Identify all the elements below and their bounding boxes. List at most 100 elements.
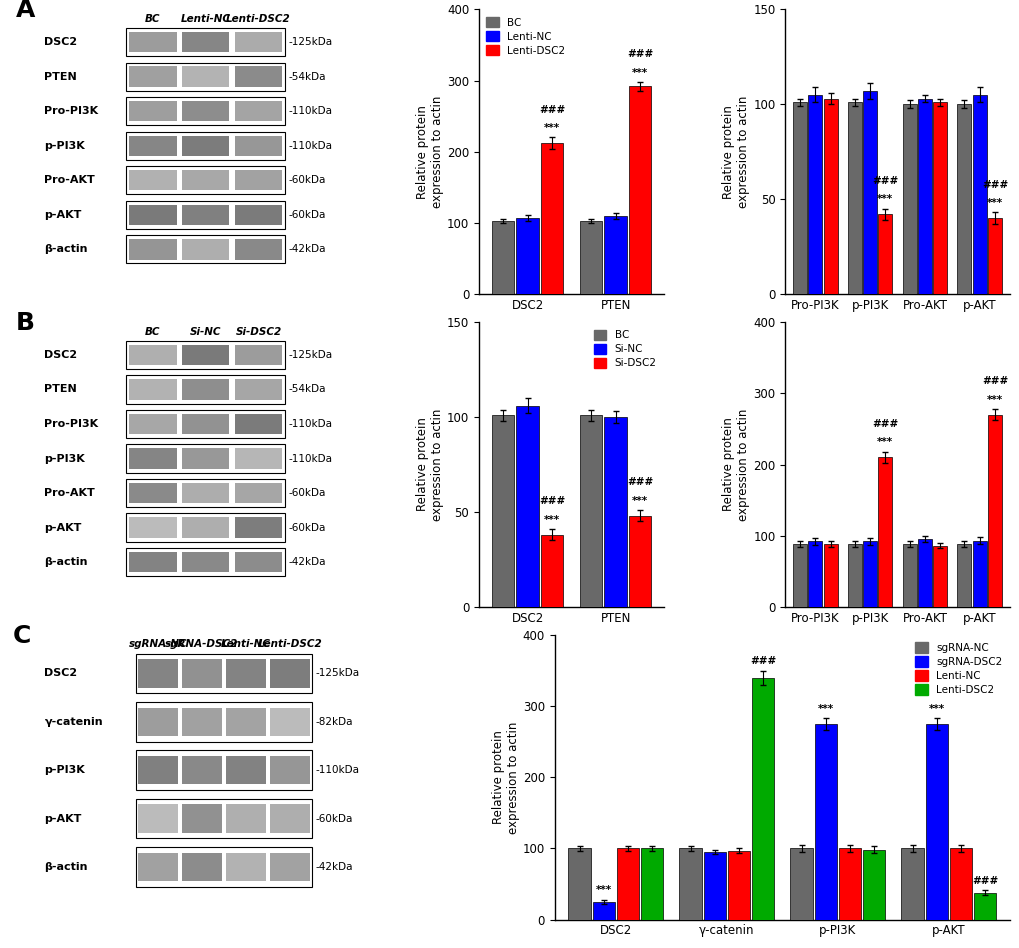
- Text: ***: ***: [876, 194, 893, 205]
- Bar: [949, 848, 971, 920]
- Bar: [516, 406, 538, 607]
- Bar: [181, 518, 229, 538]
- Bar: [973, 893, 996, 920]
- Text: -42kDa: -42kDa: [315, 862, 353, 872]
- Bar: [603, 216, 627, 294]
- Bar: [182, 659, 221, 687]
- Bar: [234, 239, 282, 260]
- Bar: [862, 91, 876, 294]
- Bar: [181, 170, 229, 191]
- Bar: [917, 99, 931, 294]
- Text: β-actin: β-actin: [44, 557, 88, 567]
- Bar: [579, 221, 602, 294]
- Bar: [136, 654, 312, 693]
- Text: ***: ***: [817, 704, 833, 714]
- Text: ###: ###: [971, 876, 997, 886]
- Bar: [126, 514, 284, 542]
- Bar: [957, 544, 970, 607]
- Bar: [901, 848, 923, 920]
- Bar: [814, 724, 836, 920]
- Bar: [917, 539, 931, 607]
- Text: sgRNA-DSC2: sgRNA-DSC2: [165, 639, 238, 649]
- Bar: [603, 417, 627, 607]
- Bar: [129, 239, 176, 260]
- Bar: [822, 544, 837, 607]
- Bar: [181, 552, 229, 573]
- Bar: [138, 659, 177, 687]
- Bar: [129, 170, 176, 191]
- Text: -42kDa: -42kDa: [288, 557, 325, 567]
- Bar: [136, 750, 312, 790]
- Text: γ-catenin: γ-catenin: [44, 717, 103, 727]
- Bar: [579, 415, 602, 607]
- Bar: [234, 552, 282, 573]
- Bar: [181, 448, 229, 468]
- Text: B: B: [15, 311, 35, 335]
- Bar: [540, 143, 562, 294]
- Bar: [129, 518, 176, 538]
- Text: BC: BC: [145, 326, 160, 337]
- Bar: [129, 136, 176, 155]
- Bar: [182, 756, 221, 784]
- Bar: [129, 345, 176, 365]
- Text: ***: ***: [632, 67, 647, 78]
- Text: PTEN: PTEN: [44, 385, 76, 394]
- Bar: [129, 66, 176, 87]
- Text: Pro-AKT: Pro-AKT: [44, 488, 95, 498]
- Bar: [226, 852, 266, 881]
- Bar: [793, 544, 806, 607]
- Text: -60kDa: -60kDa: [288, 175, 325, 185]
- Text: Si-NC: Si-NC: [190, 326, 221, 337]
- Bar: [679, 848, 701, 920]
- Text: -110kDa: -110kDa: [315, 765, 360, 775]
- Bar: [234, 414, 282, 434]
- Bar: [540, 535, 562, 607]
- Text: ###: ###: [981, 376, 1007, 387]
- Text: -60kDa: -60kDa: [288, 488, 325, 498]
- Text: -125kDa: -125kDa: [288, 37, 332, 47]
- Legend: BC, Si-NC, Si-DSC2: BC, Si-NC, Si-DSC2: [591, 327, 658, 371]
- Text: ***: ***: [595, 885, 611, 895]
- Bar: [234, 66, 282, 87]
- Bar: [628, 86, 651, 294]
- Bar: [847, 102, 861, 294]
- Bar: [790, 848, 812, 920]
- Bar: [877, 214, 892, 294]
- Text: Pro-PI3K: Pro-PI3K: [44, 106, 98, 117]
- Y-axis label: Relative protein
expression to actin: Relative protein expression to actin: [721, 96, 750, 208]
- Bar: [182, 804, 221, 832]
- Bar: [270, 852, 310, 881]
- Bar: [129, 448, 176, 468]
- Text: ###: ###: [871, 175, 898, 186]
- Bar: [902, 544, 916, 607]
- Y-axis label: Relative protein
expression to actin: Relative protein expression to actin: [416, 409, 444, 520]
- Text: p-AKT: p-AKT: [44, 522, 82, 533]
- Bar: [793, 102, 806, 294]
- Bar: [234, 101, 282, 121]
- Bar: [932, 545, 947, 607]
- Bar: [568, 848, 590, 920]
- Text: -110kDa: -110kDa: [288, 140, 332, 151]
- Text: p-PI3K: p-PI3K: [44, 453, 85, 464]
- Bar: [972, 540, 985, 607]
- Text: β-actin: β-actin: [44, 245, 88, 254]
- Bar: [703, 852, 726, 920]
- Text: A: A: [15, 0, 35, 22]
- Bar: [234, 170, 282, 191]
- Bar: [136, 798, 312, 838]
- Text: ***: ***: [543, 123, 559, 134]
- Bar: [226, 756, 266, 784]
- Text: ***: ***: [632, 496, 647, 506]
- Text: p-PI3K: p-PI3K: [44, 765, 85, 775]
- Bar: [226, 659, 266, 687]
- Bar: [807, 541, 821, 607]
- Bar: [181, 32, 229, 52]
- Bar: [234, 483, 282, 503]
- Text: ###: ###: [627, 477, 652, 487]
- Bar: [270, 756, 310, 784]
- Text: -110kDa: -110kDa: [288, 453, 332, 464]
- Bar: [129, 205, 176, 225]
- Bar: [181, 101, 229, 121]
- Bar: [181, 483, 229, 503]
- Bar: [181, 239, 229, 260]
